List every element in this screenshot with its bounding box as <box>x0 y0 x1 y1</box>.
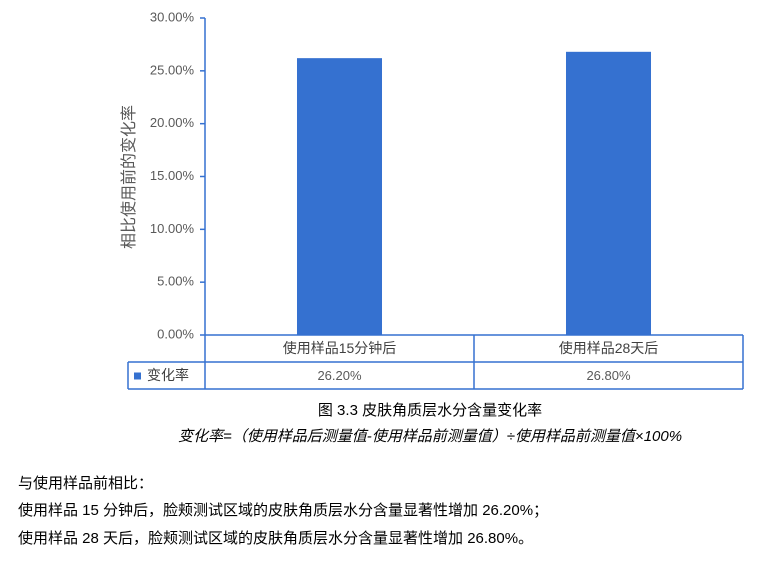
chart: 相比使用前的变化率 图 3.3 皮肤角质层水分含量变化率 变化率=（使用样品后测… <box>120 9 744 445</box>
bar <box>565 51 652 336</box>
y-tick-label: 20.00% <box>150 115 195 130</box>
legend-swatch <box>134 372 141 380</box>
caption: 图 3.3 皮肤角质层水分含量变化率 <box>318 402 542 419</box>
y-tick-label: 15.00% <box>150 168 195 183</box>
y-tick-label: 10.00% <box>150 221 195 236</box>
table-value: 26.20% <box>317 368 362 383</box>
y-axis-label: 相比使用前的变化率 <box>120 105 138 249</box>
y-tick-label: 5.00% <box>157 274 194 289</box>
y-tick-label: 0.00% <box>157 326 194 341</box>
formula: 变化率=（使用样品后测量值-使用样品前测量值）÷使用样品前测量值×100% <box>178 428 682 445</box>
legend-label: 变化率 <box>147 367 189 383</box>
y-tick-label: 25.00% <box>150 62 195 77</box>
bar <box>296 58 383 336</box>
paragraph: 使用样品 15 分钟后，脸颊测试区域的皮肤角质层水分含量显著性增加 26.20%… <box>18 502 549 519</box>
table-value: 26.80% <box>586 368 631 383</box>
paragraph: 使用样品 28 天后，脸颊测试区域的皮肤角质层水分含量显著性增加 26.80%。 <box>18 530 534 547</box>
paragraph: 与使用样品前相比： <box>18 475 154 492</box>
x-tick-label: 使用样品28天后 <box>559 340 659 356</box>
y-tick-label: 30.00% <box>150 9 195 24</box>
x-tick-label: 使用样品15分钟后 <box>283 340 397 356</box>
